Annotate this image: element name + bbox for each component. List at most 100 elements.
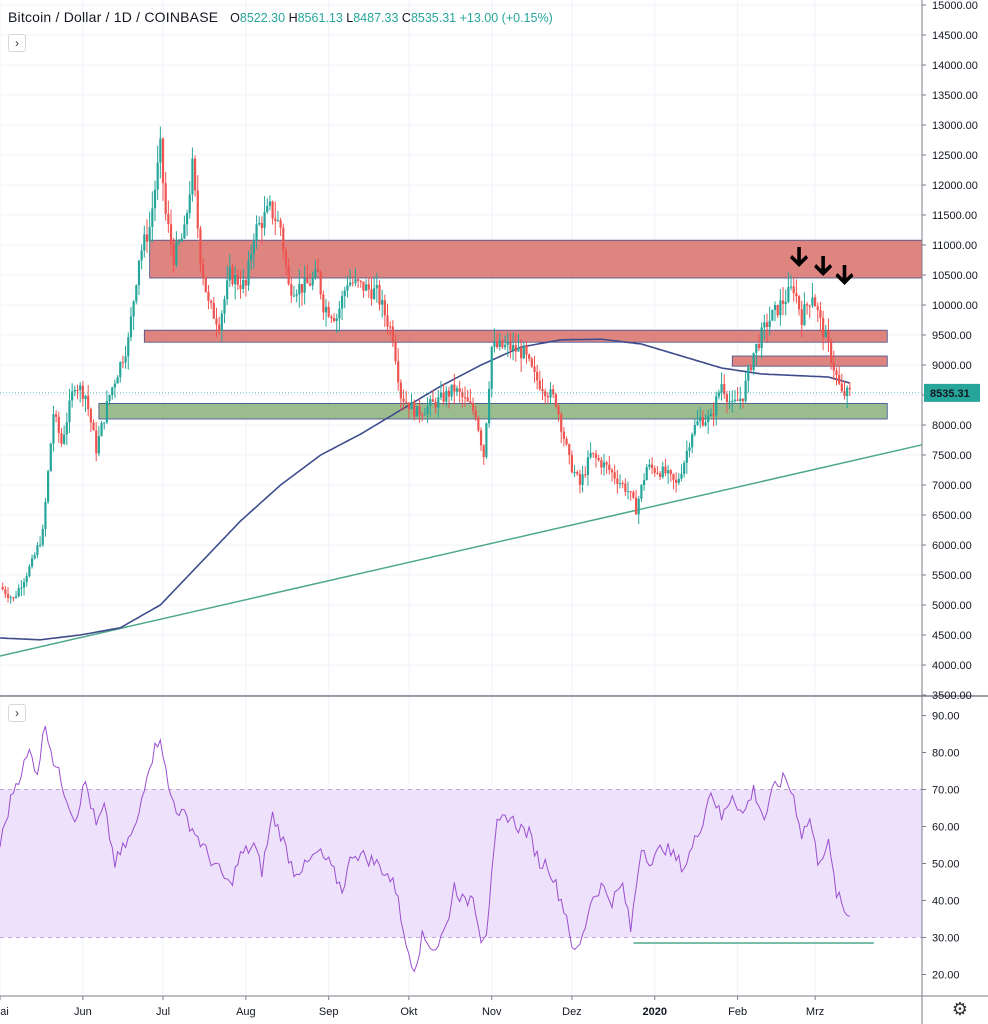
candle-body xyxy=(210,300,213,303)
annotation-arrows xyxy=(790,247,854,285)
candle-body xyxy=(314,269,317,278)
candle-body xyxy=(135,285,138,302)
candle-body xyxy=(765,322,769,328)
candle-body xyxy=(234,275,237,285)
candle-body xyxy=(838,375,841,384)
candle-body xyxy=(370,289,373,299)
y-tick-label: 14000.00 xyxy=(932,60,978,72)
candle-body xyxy=(800,309,803,326)
candle-body xyxy=(503,344,507,348)
candle-body xyxy=(624,483,627,492)
candle-body xyxy=(463,397,467,399)
candle-body xyxy=(268,201,272,206)
candle-body xyxy=(544,391,547,397)
arrow-down-icon xyxy=(814,256,833,276)
y-tick-label: 6500.00 xyxy=(932,510,972,522)
candle-body xyxy=(423,414,427,416)
candle-body xyxy=(89,409,92,423)
candle-body xyxy=(33,555,36,559)
y-tick-label: 11500.00 xyxy=(932,210,977,222)
candle-body xyxy=(145,234,149,242)
candle-body xyxy=(667,470,670,474)
candle-body xyxy=(12,597,15,599)
candle-body xyxy=(1,587,4,590)
support-zone xyxy=(98,402,888,420)
candle-body xyxy=(199,228,202,265)
resistance-zone xyxy=(731,355,888,367)
candle-body xyxy=(308,283,312,286)
candle-body xyxy=(560,414,563,432)
candle-body xyxy=(549,389,552,398)
candle-body xyxy=(760,327,763,349)
candle-body xyxy=(632,492,635,498)
candle-body xyxy=(9,597,12,599)
candle-body xyxy=(340,296,344,309)
candle-body xyxy=(148,227,151,242)
candle-body xyxy=(116,377,119,384)
candle-body xyxy=(822,317,825,338)
candle-body xyxy=(44,501,47,529)
x-tick-label: Feb xyxy=(728,1006,747,1018)
candle-body xyxy=(405,401,408,403)
candle-body xyxy=(490,346,493,389)
candle-body xyxy=(20,587,23,589)
arrow-down-icon xyxy=(790,247,809,267)
candle-body xyxy=(634,497,638,515)
candle-body xyxy=(581,474,584,485)
symbol-title[interactable]: Bitcoin / Dollar / 1D / COINBASE xyxy=(8,9,219,25)
candle-body xyxy=(38,544,42,546)
candle-body xyxy=(143,234,146,251)
candle-body xyxy=(6,594,10,598)
candle-body xyxy=(202,264,205,278)
candle-body xyxy=(399,382,402,399)
candle-body xyxy=(725,394,729,402)
candle-body xyxy=(471,402,475,411)
candle-body xyxy=(840,383,843,392)
y-tick-label: 13000.00 xyxy=(932,120,978,132)
candle-body xyxy=(263,212,266,228)
candle-body xyxy=(485,423,488,458)
y-tick-label: 14500.00 xyxy=(932,30,978,42)
candle-body xyxy=(720,384,723,393)
candle-body xyxy=(97,436,100,454)
candle-body xyxy=(413,401,416,417)
candle-body xyxy=(271,201,274,219)
x-tick-label: Mrz xyxy=(806,1006,824,1018)
candle-body xyxy=(650,464,654,469)
gear-icon[interactable]: ⚙ xyxy=(951,999,968,1019)
candle-body xyxy=(848,387,851,390)
x-tick-label: Sep xyxy=(319,1006,339,1018)
candle-body xyxy=(637,498,640,515)
candle-body xyxy=(445,390,448,402)
candle-body xyxy=(185,213,189,225)
y-tick-label: 12000.00 xyxy=(932,180,978,192)
collapse-legend-button[interactable]: › xyxy=(8,34,26,52)
candle-body xyxy=(373,288,376,299)
candle-body xyxy=(220,313,223,331)
candle-body xyxy=(167,213,170,225)
candle-body xyxy=(771,310,774,321)
candle-body xyxy=(669,470,672,475)
candle-body xyxy=(597,458,600,461)
candle-body xyxy=(87,395,90,410)
candle-body xyxy=(728,401,731,403)
candle-body xyxy=(25,576,28,582)
candle-body xyxy=(79,385,82,391)
y-tick-label: 9000.00 xyxy=(932,360,972,372)
candle-body xyxy=(84,395,87,400)
candle-body xyxy=(477,417,480,431)
candle-body xyxy=(172,244,175,266)
candle-body xyxy=(677,478,680,483)
candle-body xyxy=(22,581,26,588)
candle-body xyxy=(680,473,683,479)
collapse-rsi-legend-button[interactable]: › xyxy=(8,704,26,722)
rsi-tick-label: 80.00 xyxy=(932,748,960,760)
ohlc-values: O8522.30 H8561.13 L8487.33 C8535.31 +13.… xyxy=(230,11,553,25)
candle-body xyxy=(648,464,651,468)
candle-body xyxy=(589,452,592,458)
y-tick-label: 11000.00 xyxy=(932,240,977,252)
candle-body xyxy=(736,399,739,401)
candle-body xyxy=(538,380,541,389)
candle-body xyxy=(482,445,485,458)
